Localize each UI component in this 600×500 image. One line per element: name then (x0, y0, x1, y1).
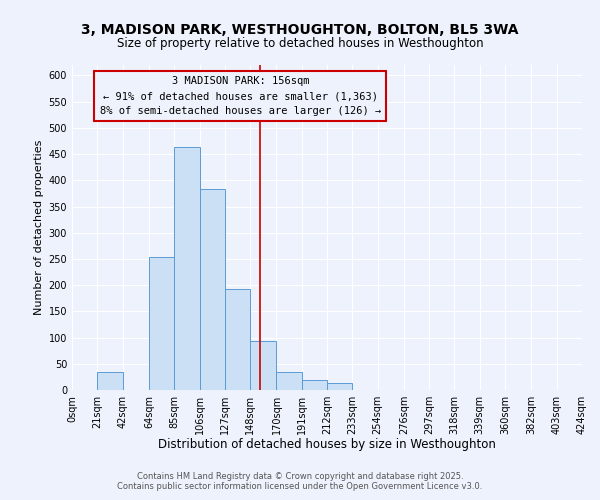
Bar (225, 290, 250, 390)
X-axis label: Distribution of detached houses by size in Westhoughton: Distribution of detached houses by size … (158, 438, 496, 452)
Bar (250, 341, 277, 390)
Text: 3 MADISON PARK: 156sqm
← 91% of detached houses are smaller (1,363)
8% of semi-d: 3 MADISON PARK: 156sqm ← 91% of detached… (100, 76, 381, 116)
Text: 3, MADISON PARK, WESTHOUGHTON, BOLTON, BL5 3WA: 3, MADISON PARK, WESTHOUGHTON, BOLTON, B… (81, 22, 519, 36)
Text: Size of property relative to detached houses in Westhoughton: Size of property relative to detached ho… (116, 37, 484, 50)
Bar (174, 148, 199, 390)
Bar (149, 258, 174, 390)
Text: Contains public sector information licensed under the Open Government Licence v3: Contains public sector information licen… (118, 482, 482, 491)
Bar (199, 189, 225, 390)
Bar (97, 372, 122, 390)
Y-axis label: Number of detached properties: Number of detached properties (34, 140, 44, 315)
Text: Contains HM Land Registry data © Crown copyright and database right 2025.: Contains HM Land Registry data © Crown c… (137, 472, 463, 481)
Bar (327, 383, 352, 390)
Bar (302, 380, 327, 390)
Bar (277, 372, 302, 390)
